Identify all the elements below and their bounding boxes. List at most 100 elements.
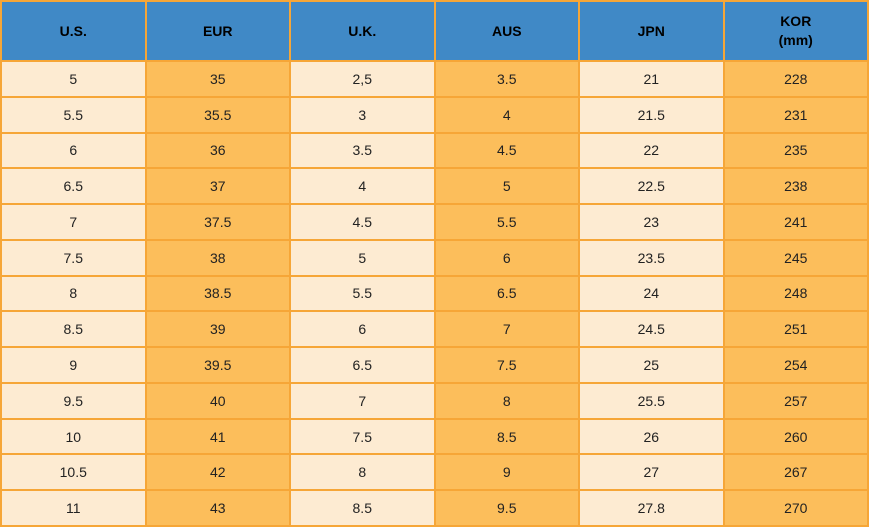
table-cell: 6 <box>289 310 436 349</box>
table-cell: 39 <box>144 310 291 349</box>
table-cell: 24.5 <box>578 310 725 349</box>
table-cell: 228 <box>722 60 869 98</box>
table-cell: 238 <box>722 167 869 206</box>
table-cell: 7.5 <box>289 417 436 456</box>
table-cell: 3 <box>289 95 436 134</box>
table-cell: 8.5 <box>0 310 147 349</box>
table-cell: 9 <box>0 346 147 384</box>
table-cell: 9 <box>433 453 580 492</box>
table-cell: 4.5 <box>433 131 580 170</box>
table-cell: 3.5 <box>289 131 436 170</box>
table-cell: 41 <box>144 417 291 456</box>
table-cell: 40 <box>144 381 291 420</box>
column-header-us: U.S. <box>0 0 147 62</box>
table-row: 9 39.5 6.5 7.5 25 254 <box>0 346 869 384</box>
table-cell: 8 <box>0 274 147 313</box>
table-cell: 6.5 <box>289 346 436 384</box>
table-cell: 23.5 <box>578 238 725 277</box>
table-cell: 245 <box>722 238 869 277</box>
table-row: 8.5 39 6 7 24.5 251 <box>0 310 869 349</box>
table-cell: 8.5 <box>289 489 436 527</box>
table-cell: 5 <box>289 238 436 277</box>
table-cell: 7.5 <box>433 346 580 384</box>
column-header-eur: EUR <box>144 0 291 62</box>
table-cell: 26 <box>578 417 725 456</box>
table-cell: 37.5 <box>144 203 291 241</box>
column-header-aus: AUS <box>433 0 580 62</box>
column-header-kor-mm: KOR (mm) <box>722 0 869 62</box>
table-cell: 25.5 <box>578 381 725 420</box>
table-cell: 4 <box>433 95 580 134</box>
column-header-uk: U.K. <box>289 0 436 62</box>
table-cell: 6 <box>433 238 580 277</box>
table-cell: 10.5 <box>0 453 147 492</box>
table-cell: 43 <box>144 489 291 527</box>
table-cell: 35.5 <box>144 95 291 134</box>
table-cell: 4.5 <box>289 203 436 241</box>
table-cell: 36 <box>144 131 291 170</box>
table-cell: 257 <box>722 381 869 420</box>
table-cell: 248 <box>722 274 869 313</box>
table-cell: 7 <box>289 381 436 420</box>
table-cell: 5.5 <box>433 203 580 241</box>
table-cell: 235 <box>722 131 869 170</box>
table-cell: 6.5 <box>0 167 147 206</box>
table-cell: 22 <box>578 131 725 170</box>
table-row: 6 36 3.5 4.5 22 235 <box>0 131 869 170</box>
table-cell: 9.5 <box>0 381 147 420</box>
table-row: 10 41 7.5 8.5 26 260 <box>0 417 869 456</box>
table-cell: 7 <box>433 310 580 349</box>
table-cell: 27.8 <box>578 489 725 527</box>
table-cell: 21 <box>578 60 725 98</box>
table-row: 11 43 8.5 9.5 27.8 270 <box>0 489 869 527</box>
table-cell: 11 <box>0 489 147 527</box>
table-header: U.S. EUR U.K. AUS JPN KOR (mm) <box>0 0 869 62</box>
table-cell: 254 <box>722 346 869 384</box>
table-cell: 3.5 <box>433 60 580 98</box>
table-cell: 21.5 <box>578 95 725 134</box>
table-body: 5 35 2,5 3.5 21 228 5.5 35.5 3 4 21.5 231 6 36 3.5 4.5 2… <box>0 60 869 527</box>
table-row: 10.5 42 8 9 27 267 <box>0 453 869 492</box>
table-row: 8 38.5 5.5 6.5 24 248 <box>0 274 869 313</box>
table-cell: 231 <box>722 95 869 134</box>
table-row: 5.5 35.5 3 4 21.5 231 <box>0 95 869 134</box>
table-cell: 7.5 <box>0 238 147 277</box>
table-cell: 25 <box>578 346 725 384</box>
table-cell: 6.5 <box>433 274 580 313</box>
table-cell: 7 <box>0 203 147 241</box>
table-cell: 5.5 <box>0 95 147 134</box>
table-cell: 42 <box>144 453 291 492</box>
table-row: 7.5 38 5 6 23.5 245 <box>0 238 869 277</box>
table-cell: 260 <box>722 417 869 456</box>
table-cell: 38.5 <box>144 274 291 313</box>
table-row: 9.5 40 7 8 25.5 257 <box>0 381 869 420</box>
table-cell: 241 <box>722 203 869 241</box>
table-cell: 267 <box>722 453 869 492</box>
table-cell: 9.5 <box>433 489 580 527</box>
table-cell: 270 <box>722 489 869 527</box>
table-cell: 23 <box>578 203 725 241</box>
table-cell: 5 <box>0 60 147 98</box>
table-cell: 2,5 <box>289 60 436 98</box>
table-cell: 8 <box>289 453 436 492</box>
table-row: 7 37.5 4.5 5.5 23 241 <box>0 203 869 241</box>
table-cell: 22.5 <box>578 167 725 206</box>
header-row: U.S. EUR U.K. AUS JPN KOR (mm) <box>0 0 869 62</box>
table-cell: 35 <box>144 60 291 98</box>
table-cell: 6 <box>0 131 147 170</box>
table-cell: 27 <box>578 453 725 492</box>
table-cell: 24 <box>578 274 725 313</box>
table-cell: 8 <box>433 381 580 420</box>
table-cell: 5 <box>433 167 580 206</box>
table-row: 6.5 37 4 5 22.5 238 <box>0 167 869 206</box>
column-header-jpn: JPN <box>578 0 725 62</box>
table-cell: 10 <box>0 417 147 456</box>
table-cell: 5.5 <box>289 274 436 313</box>
table-cell: 37 <box>144 167 291 206</box>
table-cell: 38 <box>144 238 291 277</box>
table-row: 5 35 2,5 3.5 21 228 <box>0 60 869 98</box>
table-cell: 39.5 <box>144 346 291 384</box>
table-cell: 4 <box>289 167 436 206</box>
table-cell: 251 <box>722 310 869 349</box>
